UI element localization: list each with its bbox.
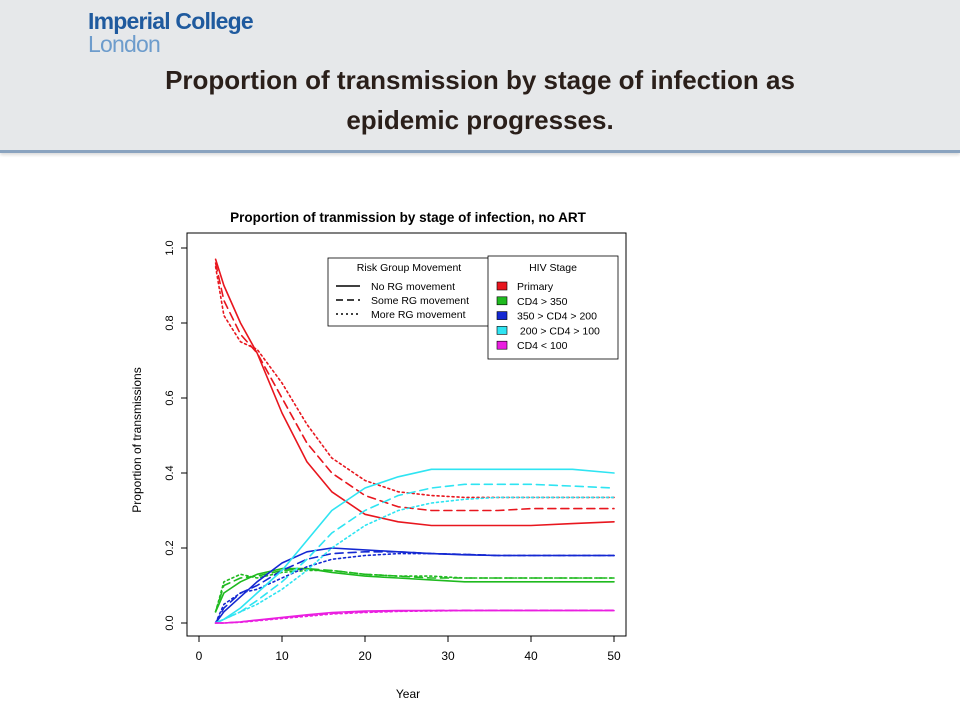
legend-stage-label: 200 > CD4 > 100 xyxy=(517,325,600,337)
series-line xyxy=(214,262,615,512)
x-tick-label: 0 xyxy=(196,649,203,663)
series-line xyxy=(214,567,615,613)
y-tick-label: 1.0 xyxy=(164,240,176,255)
x-axis-label: Year xyxy=(396,687,420,701)
legend-stage-swatch xyxy=(496,326,508,335)
legend-stage-label: 350 > CD4 > 200 xyxy=(517,311,597,323)
series-line xyxy=(214,552,615,624)
legend-stage-swatch xyxy=(496,296,508,306)
series-line xyxy=(214,569,615,613)
legend-stage-swatch xyxy=(496,340,508,350)
logo-line1: Imperial College xyxy=(88,8,254,34)
legend-risk-group-title: Risk Group Movement xyxy=(357,262,462,274)
y-tick-label: 0.4 xyxy=(164,465,176,480)
legend-hiv-stage-title: HIV Stage xyxy=(529,262,577,274)
legend-stage-label: Primary xyxy=(517,281,554,293)
y-tick-label: 0.2 xyxy=(164,540,176,555)
y-tick-label: 0.6 xyxy=(164,390,176,405)
series-line xyxy=(214,265,615,499)
x-tick-label: 40 xyxy=(524,649,538,663)
x-tick-label: 20 xyxy=(358,649,372,663)
series-line xyxy=(214,258,615,527)
legend-risk-group-box xyxy=(327,257,491,327)
legend-risk-group-label: No RG movement xyxy=(371,281,455,293)
y-tick-label: 0.8 xyxy=(164,315,176,330)
logo-line2: London xyxy=(88,31,161,57)
legend-hiv-stage-box xyxy=(487,255,619,360)
series-line xyxy=(214,483,615,624)
legend-risk-group-label: More RG movement xyxy=(371,309,466,321)
legend-risk-group-label: Some RG movement xyxy=(371,295,469,307)
legend-hiv-stage-items: Primary CD4 > 350 350 > CD4 > 200 200 > CD… xyxy=(496,281,600,352)
slide-title: Proportion of transmission by stage of i… xyxy=(0,60,960,140)
series-line xyxy=(214,609,615,624)
legend-hiv-stage: HIV Stage Primary CD4 > 350 350 > CD4 > 20… xyxy=(487,255,619,360)
slide-header: Imperial College London Proportion of tr… xyxy=(0,0,960,153)
series-line xyxy=(214,609,615,624)
legend-stage-swatch xyxy=(496,311,508,320)
chart-title: Proportion of tranmission by stage of in… xyxy=(230,210,587,225)
legend-risk-group: Risk Group Movement No RG movement Some … xyxy=(327,257,491,327)
slide-title-line2: epidemic progresses. xyxy=(346,105,614,135)
series-line xyxy=(214,496,615,624)
axes-group: 0 10 20 30 40 50 0.0 0.2 0.4 0.6 0.8 1.0 xyxy=(164,240,621,663)
series-line xyxy=(214,468,615,624)
x-tick-label: 10 xyxy=(275,649,289,663)
legend-stage-label: CD4 < 100 xyxy=(517,340,568,352)
y-tick-label: 0.0 xyxy=(164,615,176,630)
legend-stage-label: CD4 > 350 xyxy=(517,296,568,308)
slide-title-line1: Proportion of transmission by stage of i… xyxy=(165,65,795,95)
x-tick-label: 30 xyxy=(441,649,455,663)
series-lines xyxy=(214,258,615,624)
legend-stage-swatch xyxy=(496,281,508,291)
series-line xyxy=(214,609,615,624)
plot-frame xyxy=(186,232,627,637)
y-axis-label: Proportion of transmissions xyxy=(130,367,144,512)
imperial-college-logo: Imperial College London xyxy=(88,8,254,57)
x-tick-label: 50 xyxy=(607,649,621,663)
